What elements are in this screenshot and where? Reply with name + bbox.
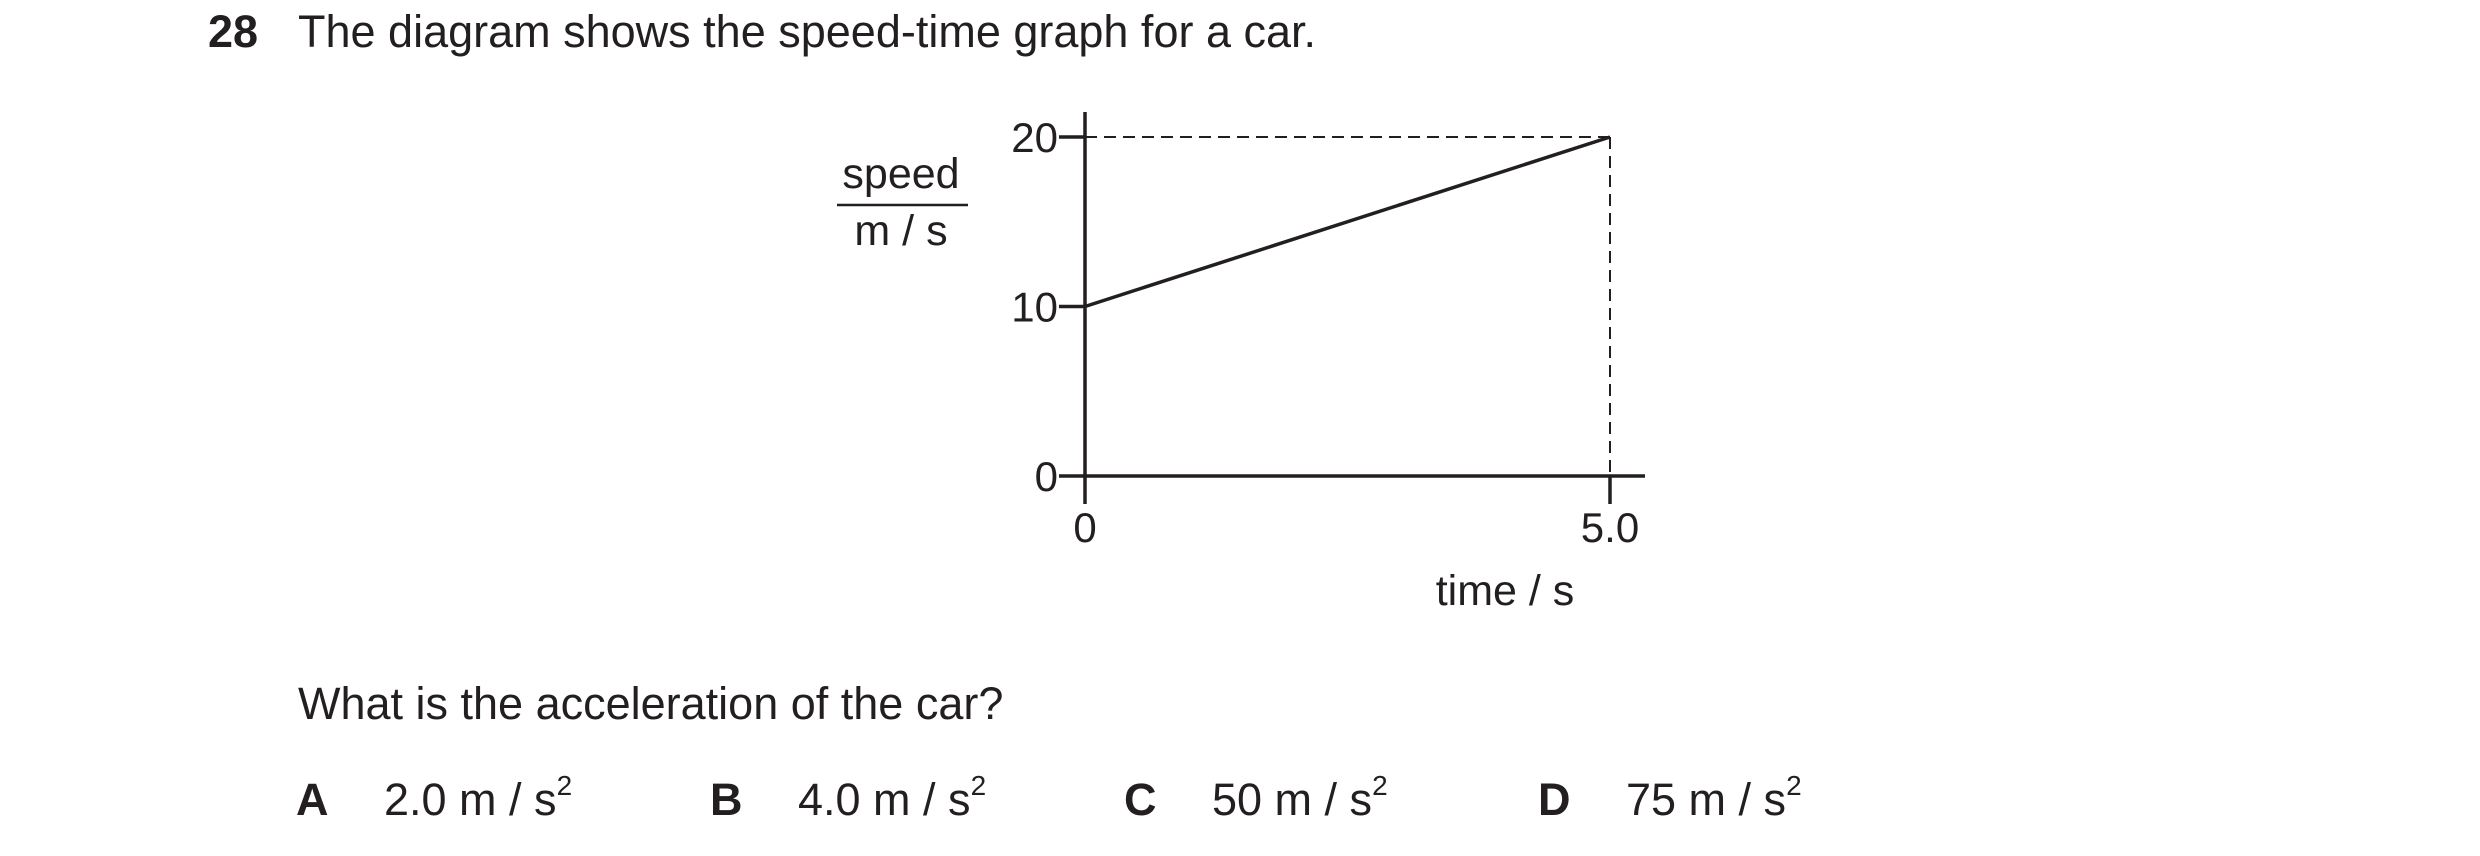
y-tick-label: 0	[1035, 453, 1058, 500]
option-letter: B	[710, 774, 743, 825]
option-value: 75 m / s2	[1626, 772, 1802, 828]
x-axis-label: time / s	[1436, 567, 1575, 615]
y-tick-label: 20	[1011, 114, 1058, 161]
question-text: The diagram shows the speed-time graph f…	[298, 6, 1317, 57]
question-prompt: What is the acceleration of the car?	[298, 678, 1004, 729]
x-tick-label: 5.0	[1581, 504, 1639, 551]
speed-time-graph: 0 10 20 0 5.0 speed m / s time / s	[837, 112, 1645, 615]
option-value: 4.0 m / s2	[798, 772, 986, 828]
option-value: 50 m / s2	[1212, 772, 1388, 828]
option-value-text: 50 m / s	[1212, 774, 1373, 825]
option-letter: C	[1124, 774, 1157, 825]
option-value-text: 75 m / s	[1626, 774, 1787, 825]
y-axis-label-bottom: m / s	[854, 207, 947, 255]
y-axis-label-top: speed	[842, 150, 959, 198]
option-value-text: 4.0 m / s	[798, 774, 971, 825]
option-value: 2.0 m / s2	[384, 772, 572, 828]
speed-line	[1084, 135, 1611, 309]
y-tick-label: 10	[1011, 284, 1058, 331]
option-letter: D	[1538, 774, 1571, 825]
question-number: 28	[208, 6, 259, 57]
option-exponent: 2	[556, 770, 573, 801]
x-tick-label: 0	[1073, 504, 1096, 551]
option-value-text: 2.0 m / s	[384, 774, 557, 825]
option-exponent: 2	[1372, 770, 1388, 801]
option-letter: A	[296, 774, 329, 825]
option-exponent: 2	[970, 770, 987, 801]
option-exponent: 2	[1786, 770, 1802, 801]
